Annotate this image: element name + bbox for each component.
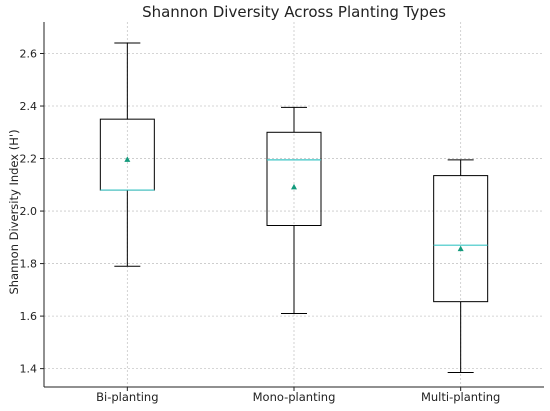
mean-marker <box>124 156 131 162</box>
box-iqr <box>266 131 322 227</box>
y-tick-label: 2.2 <box>20 153 38 166</box>
mean-marker <box>457 245 464 252</box>
x-tick-label: Bi-planting <box>96 390 158 404</box>
chart-title: Shannon Diversity Across Planting Types <box>142 3 446 21</box>
mean-marker <box>291 183 297 190</box>
y-tick-label: 2.0 <box>20 205 38 218</box>
x-tick-label: Mono-planting <box>253 390 336 404</box>
y-tick-label: 1.6 <box>20 310 38 323</box>
box-iqr <box>433 175 489 303</box>
y-tick-label: 2.4 <box>20 100 38 113</box>
x-tick-label: Multi-planting <box>421 390 500 404</box>
y-tick-label: 1.4 <box>20 363 38 376</box>
y-tick-label: 2.6 <box>20 48 38 61</box>
y-axis-label: Shannon Diversity Index (H') <box>7 129 21 295</box>
y-tick-label: 1.8 <box>20 258 38 271</box>
